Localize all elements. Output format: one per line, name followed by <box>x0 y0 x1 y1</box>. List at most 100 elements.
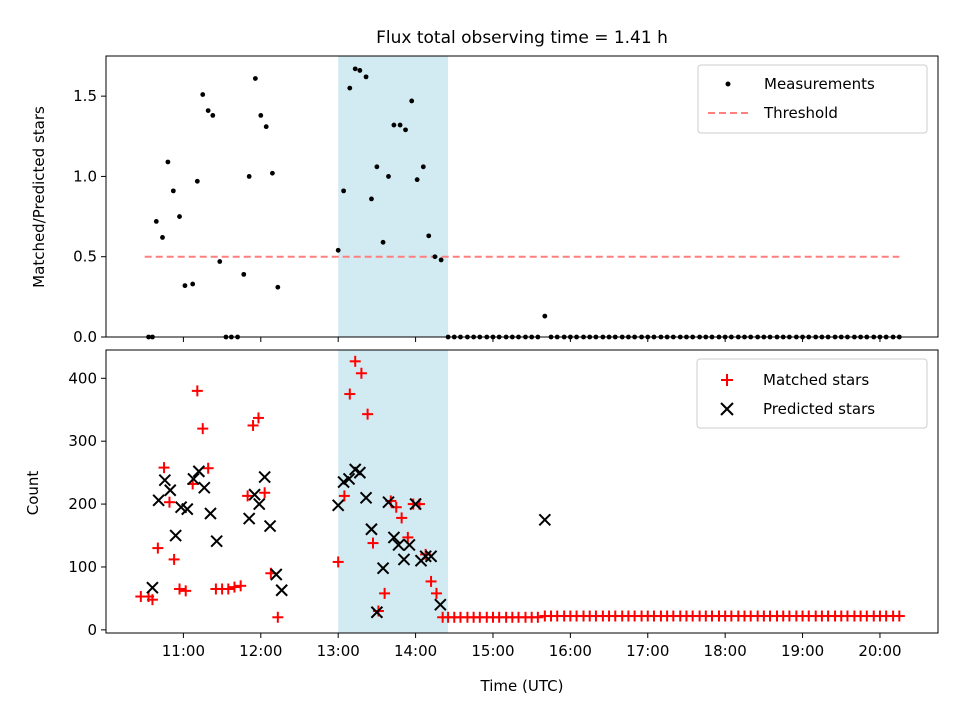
predicted-star-point <box>538 513 552 527</box>
legend-measurements-marker <box>725 81 731 87</box>
ratio-shaded-span <box>338 56 449 337</box>
matched-star-point <box>367 537 379 549</box>
measurement-point <box>438 257 444 263</box>
count-legend: Matched stars Predicted stars <box>696 358 928 429</box>
matched-star-point <box>163 496 175 508</box>
predicted-star-point <box>146 581 159 594</box>
matched-star-point <box>152 542 164 554</box>
predicted-star-point <box>365 523 378 536</box>
ratio-legend-box <box>697 64 928 134</box>
measurement-point <box>335 247 341 253</box>
predicted-star-point <box>376 562 390 575</box>
matched-star-point <box>174 583 186 595</box>
matched-star-point <box>197 423 209 435</box>
matched-star-point <box>430 587 442 599</box>
count-y-axis-label: Count <box>24 471 42 516</box>
matched-star-point <box>379 587 391 599</box>
measurement-point <box>200 92 206 97</box>
predicted-star-point <box>204 507 217 520</box>
matched-star-point <box>252 412 264 424</box>
x-tick-label: 15:00 <box>471 642 514 660</box>
matched-star-point <box>158 462 170 474</box>
measurement-point <box>386 174 391 179</box>
measurement-point <box>374 164 380 170</box>
count-legend-box <box>696 358 928 429</box>
measurement-point <box>194 178 200 184</box>
measurement-point <box>263 124 269 130</box>
x-tick-label: 13:00 <box>317 642 360 660</box>
count-y-tick-label: 200 <box>68 495 97 513</box>
x-tick-label: 20:00 <box>858 642 901 660</box>
x-tick-label: 17:00 <box>626 642 669 660</box>
x-tick-label: 14:00 <box>394 642 437 660</box>
matched-star-point <box>425 575 437 587</box>
legend-predicted-marker <box>720 402 734 416</box>
measurement-point <box>252 76 258 81</box>
matched-star-point <box>349 355 361 367</box>
predicted-star-point <box>370 606 384 619</box>
measurement-point <box>275 284 281 290</box>
matched-star-point <box>247 419 259 431</box>
measurement-point <box>352 66 358 72</box>
count-y-tick-label: 400 <box>68 369 97 387</box>
matched-star-point <box>259 487 271 499</box>
predicted-star-point <box>409 497 422 511</box>
ratio-y-tick-label: 1.0 <box>73 167 97 185</box>
legend-predicted-label: Predicted stars <box>763 400 875 418</box>
predicted-star-point <box>424 550 438 563</box>
measurement-point <box>426 233 432 239</box>
measurement-point <box>542 313 548 319</box>
predicted-star-point <box>181 502 194 516</box>
ratio-y-tick-label: 0.0 <box>73 328 97 346</box>
matched-star-point <box>191 385 203 397</box>
matched-star-point <box>396 512 408 524</box>
predicted-star-point <box>331 499 345 512</box>
matched-star-point <box>344 388 356 400</box>
measurement-point <box>347 85 353 91</box>
measurement-point <box>380 239 386 245</box>
count-subplot: 0 100 200 300 400 11:00 12:00 13:00 14:00 15:00 1… <box>24 349 939 695</box>
matched-star-point <box>228 581 240 593</box>
measurement-point <box>170 188 176 194</box>
count-y-tick-label: 100 <box>68 558 97 576</box>
predicted-star-point <box>434 598 447 611</box>
measurement-point <box>165 159 171 165</box>
measurement-point <box>258 113 264 118</box>
measurement-point <box>177 214 182 219</box>
x-tick-label: 18:00 <box>704 642 747 660</box>
x-tick-label: 12:00 <box>239 642 282 660</box>
measurement-point <box>369 196 374 202</box>
ratio-subplot: 0.0 0.5 1.0 1.5 Matched/Predicted stars Mea… <box>30 55 939 346</box>
measurement-point <box>403 127 408 133</box>
predicted-star-point <box>169 529 182 542</box>
measurement-point <box>205 108 211 113</box>
count-shaded-span <box>338 350 449 633</box>
predicted-star-point <box>359 491 373 504</box>
measurement-point <box>409 98 415 104</box>
predicted-star-point <box>258 470 271 484</box>
measurement-point <box>341 188 347 194</box>
measurement-point <box>270 170 275 176</box>
predicted-star-point <box>403 538 416 552</box>
predicted-star-point <box>275 584 288 597</box>
legend-matched-marker <box>721 374 733 386</box>
predicted-star-point <box>242 512 256 525</box>
matched-star-point <box>222 583 234 595</box>
predicted-star-point <box>397 553 411 566</box>
matched-star-point <box>338 490 350 502</box>
matched-star-point <box>272 611 284 623</box>
predicted-star-point <box>342 472 356 486</box>
predicted-star-point <box>158 473 172 487</box>
count-axes-frame <box>105 349 939 634</box>
matched-star-point <box>893 610 905 622</box>
predicted-star-point <box>164 484 177 497</box>
ratio-y-axis-label: Matched/Predicted stars <box>30 106 48 288</box>
predicted-star-point <box>263 519 277 533</box>
measurement-point <box>414 177 420 183</box>
measurement-point <box>190 281 196 287</box>
measurement-point <box>210 113 216 118</box>
measurement-point <box>241 271 247 277</box>
matched-star-point <box>532 611 544 623</box>
legend-threshold-label: Threshold <box>763 104 838 122</box>
x-tick-label: 11:00 <box>162 642 205 660</box>
